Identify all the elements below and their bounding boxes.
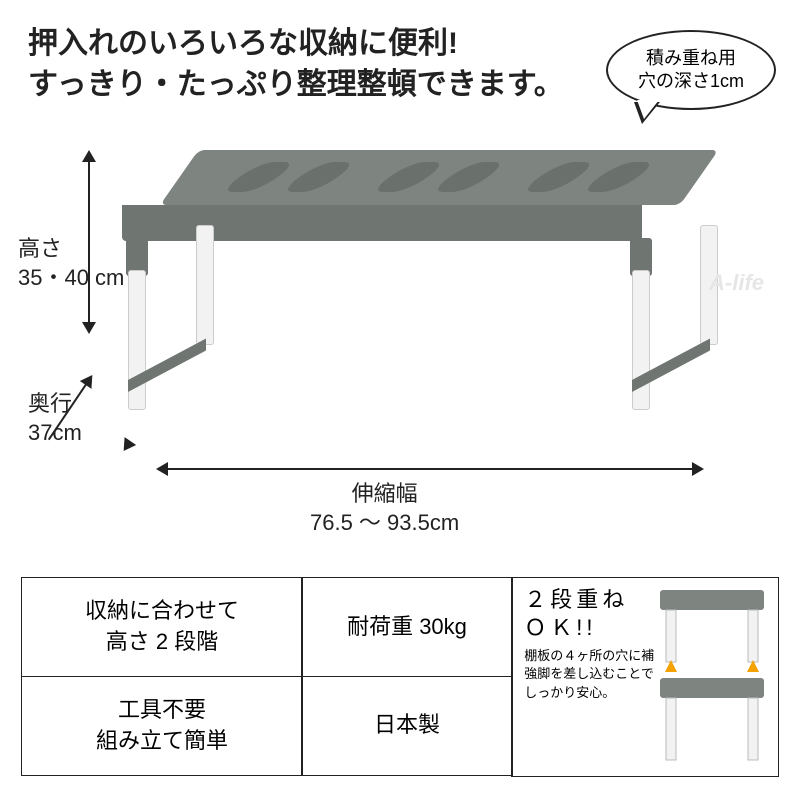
- bubble-oval: 積み重ね用 穴の深さ1cm: [606, 30, 776, 110]
- headline: 押入れのいろいろな収納に便利! すっきり・たっぷり整理整頓できます。: [28, 24, 564, 105]
- dim-depth-label: 奥行 37cm: [28, 390, 82, 447]
- feature-text: 工具不要: [96, 695, 228, 726]
- width-label: 伸縮幅: [310, 480, 459, 509]
- feature-col-3: ２段重ね ＯＫ!! 棚板の４ヶ所の穴に補強脚を差し込むことでしっかり安心。: [512, 578, 778, 778]
- watermark: A-life: [709, 270, 764, 296]
- height-label: 高さ: [18, 235, 124, 264]
- stack-title: ２段重ね ＯＫ!!: [524, 586, 654, 641]
- feature-cell-assembly: 工具不要 組み立て簡単: [21, 676, 303, 776]
- dim-width-label: 伸縮幅 76.5 〜 93.5cm: [310, 480, 459, 537]
- stack-title-line: ＯＫ!!: [524, 614, 654, 642]
- product-illustration: [100, 130, 730, 450]
- slot: [429, 162, 509, 192]
- arrow-left-icon: [156, 462, 168, 476]
- feature-text: 高さ 2 段階: [85, 627, 239, 658]
- height-value: 35・40 cm: [18, 264, 124, 293]
- arrow-down-icon: [82, 322, 96, 334]
- dim-height-label: 高さ 35・40 cm: [18, 235, 124, 292]
- feature-text: 日本製: [374, 710, 440, 741]
- feature-table: 収納に合わせて 高さ 2 段階 工具不要 組み立て簡単 耐荷重 30kg 日本製…: [22, 578, 778, 778]
- feature-col-2: 耐荷重 30kg 日本製: [302, 578, 512, 778]
- feature-text: 収納に合わせて: [85, 596, 239, 627]
- shelf-surface: [160, 150, 719, 205]
- depth-value: 37cm: [28, 419, 82, 448]
- headline-line2: すっきり・たっぷり整理整頓できます。: [28, 65, 564, 106]
- bubble-tail: [634, 102, 660, 124]
- feature-cell-load: 耐荷重 30kg: [301, 577, 513, 677]
- stack-title-line: ２段重ね: [524, 586, 654, 614]
- headline-line1: 押入れのいろいろな収納に便利!: [28, 24, 564, 65]
- bubble-line2: 穴の深さ1cm: [638, 70, 744, 93]
- feature-cell-stack: ２段重ね ＯＫ!! 棚板の４ヶ所の穴に補強脚を差し込むことでしっかり安心。: [511, 577, 779, 777]
- feature-cell-height: 収納に合わせて 高さ 2 段階: [21, 577, 303, 677]
- stack-illustration: [652, 582, 772, 772]
- feature-text: 耐荷重 30kg: [347, 612, 467, 643]
- feature-cell-madein: 日本製: [301, 676, 513, 776]
- stack-description: 棚板の４ヶ所の穴に補強脚を差し込むことでしっかり安心。: [524, 647, 654, 702]
- speech-bubble: 積み重ね用 穴の深さ1cm: [606, 30, 776, 110]
- width-value: 76.5 〜 93.5cm: [310, 509, 459, 538]
- bubble-line1: 積み重ね用: [638, 47, 744, 70]
- dim-width-line: [160, 468, 700, 470]
- feature-col-1: 収納に合わせて 高さ 2 段階 工具不要 組み立て簡単: [22, 578, 302, 778]
- depth-label: 奥行: [28, 390, 82, 419]
- slot: [579, 162, 659, 192]
- slot: [279, 162, 359, 192]
- leg-back-left: [196, 225, 214, 345]
- arrow-right-icon: [692, 462, 704, 476]
- arrow-up-icon: [82, 150, 96, 162]
- feature-text: 組み立て簡単: [96, 726, 228, 757]
- shelf-top: [160, 150, 680, 245]
